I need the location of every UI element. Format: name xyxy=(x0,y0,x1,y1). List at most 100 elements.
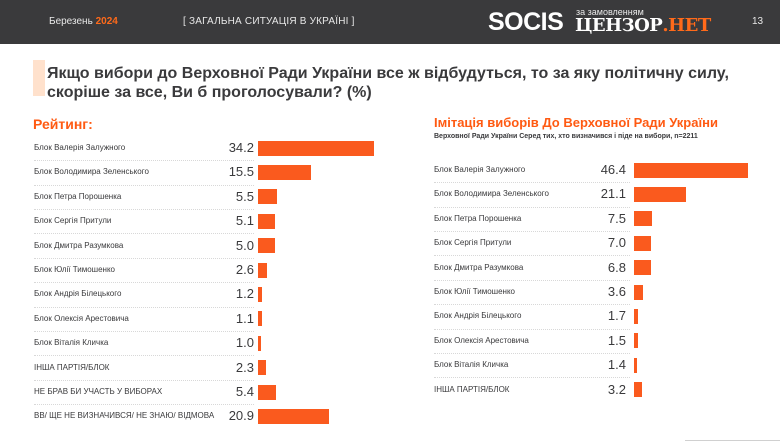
row-divider xyxy=(34,282,254,284)
row-divider xyxy=(434,231,630,232)
row-divider xyxy=(34,257,254,259)
category-label: Блок Дмитра Разумкова xyxy=(34,240,124,250)
category-label: Блок Володимира Зеленського xyxy=(34,167,149,177)
header-bar: Березень 2024 [ ЗАГАЛЬНА СИТУАЦІЯ В УКРА… xyxy=(0,0,780,44)
socis-logo: SOCIS xyxy=(488,8,564,36)
bar xyxy=(258,286,263,302)
ordered-by-label: за замовленням xyxy=(576,7,644,17)
row-divider xyxy=(34,379,254,381)
bar xyxy=(258,213,276,229)
value-label: 15.5 xyxy=(228,164,254,180)
category-label: Блок Петра Порошенка xyxy=(434,213,522,223)
row-divider xyxy=(434,377,630,379)
question-title: Якщо вибори до Верховної Ради України вс… xyxy=(47,65,729,101)
value-label: 5.0 xyxy=(235,237,254,253)
value-label: 1.2 xyxy=(235,286,254,302)
value-label: 1.0 xyxy=(235,335,254,351)
category-label: Блок Віталія Кличка xyxy=(434,360,509,370)
category-label: Блок Валерія Залужного xyxy=(34,143,126,152)
value-label: 2.3 xyxy=(235,359,254,375)
footer-divider xyxy=(685,440,780,441)
bar xyxy=(634,308,639,324)
left-chart-title: Рейтинг: xyxy=(33,116,93,132)
category-label: Блок Андрія Білецького xyxy=(34,289,122,299)
value-label: 6.8 xyxy=(607,259,626,275)
category-label: Блок Сергія Притули xyxy=(34,216,112,226)
bar xyxy=(258,311,262,327)
bar xyxy=(634,235,652,251)
bar xyxy=(258,335,262,351)
category-label: Блок Юлії Тимошенко xyxy=(34,265,115,274)
value-label: 1.4 xyxy=(607,357,626,373)
bar xyxy=(258,189,277,205)
category-label: Блок Петра Порошенка xyxy=(34,191,122,201)
report-date: Березень 2024 xyxy=(49,16,118,27)
bar xyxy=(634,284,643,300)
question-accent xyxy=(33,60,45,96)
row-divider xyxy=(34,355,254,357)
partner-suffix: .НЕТ xyxy=(662,15,711,36)
value-label: 1.7 xyxy=(607,308,626,324)
category-label: Блок Володимира Зеленського xyxy=(434,189,549,199)
right-chart-subtitle: Верховної Ради України Серед тих, хто ви… xyxy=(434,133,698,140)
value-label: 1.1 xyxy=(235,310,254,326)
category-label: Блок Олексія Арестовича xyxy=(434,335,529,345)
bar xyxy=(258,164,311,180)
row-divider xyxy=(434,279,630,281)
bar xyxy=(258,238,275,254)
category-label: Блок Андрія Білецького xyxy=(434,311,522,321)
value-label: 3.2 xyxy=(607,381,626,397)
category-label: Блок Дмитра Разумкова xyxy=(434,262,524,272)
category-label: ВВ/ ЩЕ НЕ ВИЗНАЧИВСЯ/ НЕ ЗНАЮ/ ВІДМОВА xyxy=(34,411,215,421)
value-label: 3.6 xyxy=(607,284,626,299)
bar xyxy=(634,260,651,276)
row-divider xyxy=(434,353,630,354)
category-label: Блок Сергія Притули xyxy=(434,238,512,248)
right-chart-title: Імітація виборів До Верховної Ради Украї… xyxy=(434,115,718,130)
report-month: Березень xyxy=(49,16,93,27)
bar xyxy=(258,262,267,278)
value-label: 20.9 xyxy=(228,408,254,424)
value-label: 7.5 xyxy=(607,210,626,226)
value-label: 1.5 xyxy=(607,332,626,348)
category-label: Блок Віталія Кличка xyxy=(34,338,109,348)
value-label: 21.1 xyxy=(600,186,626,202)
row-divider xyxy=(434,328,630,330)
bar xyxy=(258,408,330,424)
row-divider xyxy=(34,306,254,308)
bar xyxy=(634,162,749,178)
category-label: Блок Валерія Залужного xyxy=(434,165,526,174)
value-label: 5.1 xyxy=(235,213,254,229)
row-divider xyxy=(34,160,254,162)
page-number: 13 xyxy=(752,16,764,27)
row-divider xyxy=(34,233,254,235)
value-label: 5.5 xyxy=(235,188,254,204)
row-divider xyxy=(34,331,254,332)
value-label: 5.4 xyxy=(235,384,254,399)
bar xyxy=(634,333,638,349)
category-label: ІНША ПАРТІЯ/БЛОК xyxy=(34,362,110,372)
row-divider xyxy=(34,184,254,186)
bar xyxy=(634,211,653,227)
partner-main: ЦЕНЗОР xyxy=(575,15,663,36)
row-divider xyxy=(34,404,254,406)
row-divider xyxy=(434,206,630,208)
bar xyxy=(634,186,686,202)
value-label: 34.2 xyxy=(228,140,254,155)
bar xyxy=(258,360,266,376)
row-divider xyxy=(434,182,630,184)
bar xyxy=(258,384,277,400)
report-year: 2024 xyxy=(95,16,118,27)
censor-net-logo: ЦЕНЗОР.НЕТ xyxy=(575,15,711,36)
section-label: [ ЗАГАЛЬНА СИТУАЦІЯ В УКРАЇНІ ] xyxy=(183,16,355,27)
row-divider xyxy=(34,209,254,210)
value-label: 46.4 xyxy=(600,162,626,177)
bar xyxy=(634,357,638,373)
category-label: Блок Юлії Тимошенко xyxy=(434,287,515,296)
value-label: 7.0 xyxy=(607,235,626,251)
bar xyxy=(634,382,642,398)
row-divider xyxy=(434,255,630,257)
bar xyxy=(258,140,375,156)
value-label: 2.6 xyxy=(235,262,254,277)
row-divider xyxy=(434,304,630,306)
